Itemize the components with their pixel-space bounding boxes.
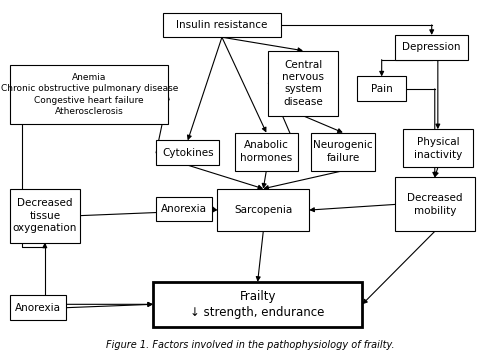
FancyBboxPatch shape bbox=[268, 51, 338, 116]
Text: Physical
inactivity: Physical inactivity bbox=[414, 137, 462, 159]
FancyBboxPatch shape bbox=[10, 189, 80, 242]
FancyBboxPatch shape bbox=[10, 65, 168, 124]
Text: Central
nervous
system
disease: Central nervous system disease bbox=[282, 60, 324, 107]
FancyBboxPatch shape bbox=[153, 282, 362, 327]
Text: Anabolic
hormones: Anabolic hormones bbox=[240, 141, 292, 163]
FancyBboxPatch shape bbox=[311, 133, 374, 171]
FancyBboxPatch shape bbox=[156, 197, 212, 221]
FancyBboxPatch shape bbox=[218, 189, 309, 231]
Text: Anorexia: Anorexia bbox=[15, 303, 61, 313]
Text: Neurogenic
failure: Neurogenic failure bbox=[313, 141, 372, 163]
FancyBboxPatch shape bbox=[163, 12, 280, 37]
Text: Anemia
Chronic obstructive pulmonary disease
Congestive heart failure
Atheroscle: Anemia Chronic obstructive pulmonary dis… bbox=[0, 73, 178, 116]
Text: Decreased
mobility: Decreased mobility bbox=[407, 193, 463, 215]
Text: Depression: Depression bbox=[402, 42, 461, 52]
FancyBboxPatch shape bbox=[234, 133, 298, 171]
FancyBboxPatch shape bbox=[156, 141, 220, 165]
FancyBboxPatch shape bbox=[357, 76, 406, 101]
Text: Decreased
tissue
oxygenation: Decreased tissue oxygenation bbox=[12, 198, 77, 233]
Text: Pain: Pain bbox=[371, 84, 392, 94]
FancyBboxPatch shape bbox=[395, 35, 468, 60]
FancyBboxPatch shape bbox=[395, 178, 474, 231]
Text: Insulin resistance: Insulin resistance bbox=[176, 20, 268, 30]
Text: Sarcopenia: Sarcopenia bbox=[234, 205, 292, 215]
Text: Figure 1. Factors involved in the pathophysiology of frailty.: Figure 1. Factors involved in the pathop… bbox=[106, 340, 395, 350]
FancyBboxPatch shape bbox=[10, 295, 66, 320]
Text: Cytokines: Cytokines bbox=[162, 148, 214, 158]
Text: Anorexia: Anorexia bbox=[161, 204, 207, 214]
Text: Frailty
↓ strength, endurance: Frailty ↓ strength, endurance bbox=[190, 290, 325, 319]
FancyBboxPatch shape bbox=[403, 129, 472, 168]
